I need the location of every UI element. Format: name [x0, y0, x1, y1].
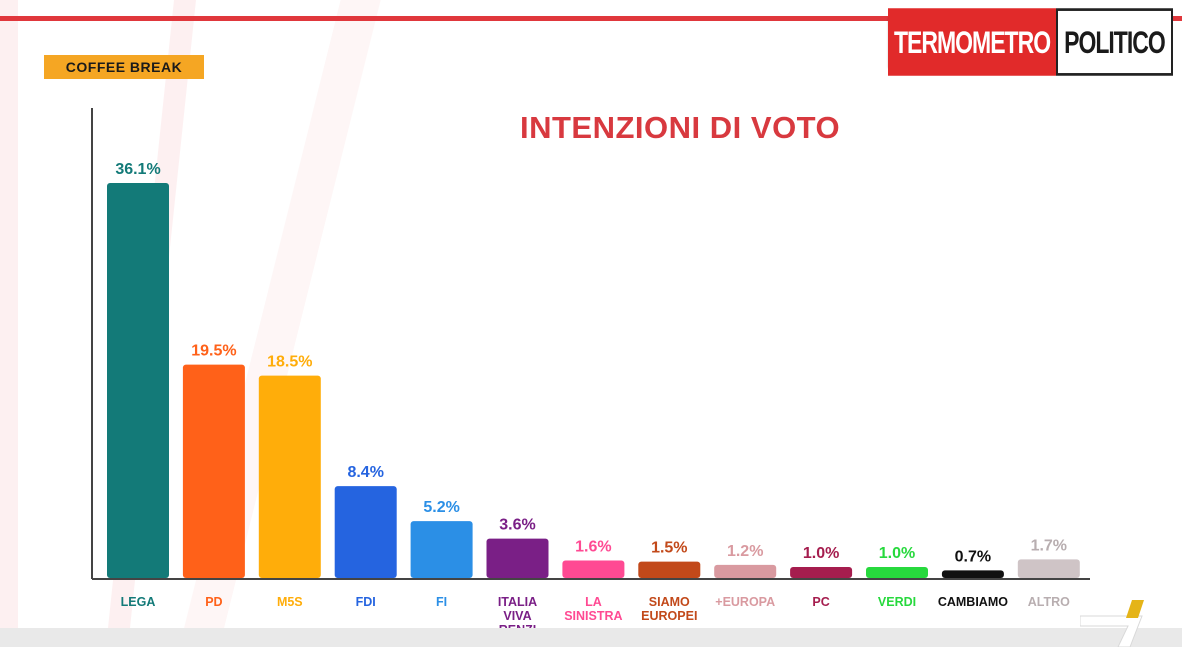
data-label: 1.6%	[575, 538, 611, 555]
data-label: 1.7%	[1031, 537, 1067, 554]
category-tick-label: FI	[436, 595, 447, 609]
data-label: 1.5%	[651, 540, 687, 557]
bar-pd	[182, 364, 245, 578]
category-tick-label: LA SINISTRA	[564, 595, 622, 623]
data-label: 3.6%	[499, 517, 535, 534]
bottom-strip	[0, 628, 1182, 647]
category-tick-label: ALTRO	[1028, 595, 1070, 609]
la7-logo-icon	[1080, 600, 1144, 647]
data-label: 1.0%	[803, 545, 839, 562]
bar-verdi	[866, 567, 928, 578]
category-tick-label: M5S	[277, 595, 303, 609]
chart-title: INTENZIONI DI VOTO	[520, 110, 841, 145]
bar-m5s	[258, 375, 321, 578]
bar-la-sinistra	[562, 560, 625, 578]
logo-right-text: POLITICO	[1056, 8, 1173, 76]
bar-pc	[790, 567, 853, 578]
bar-cambiamo	[941, 570, 1004, 578]
logo-left-text: TERMOMETRO	[888, 8, 1057, 76]
bar-altro	[1017, 559, 1080, 578]
bar-fdi	[334, 486, 397, 578]
bar-siamo-europei	[638, 561, 701, 578]
data-label: 18.5%	[267, 354, 312, 371]
category-tick-label: SIAMO EUROPEI	[641, 595, 697, 623]
category-tick-label: FDI	[356, 595, 376, 609]
category-tick-label: LEGA	[121, 595, 156, 609]
top-accent-line	[0, 16, 1182, 21]
data-label: 0.7%	[955, 548, 991, 565]
data-label: 36.1%	[115, 161, 160, 178]
bar-europa	[714, 564, 777, 578]
category-tick-label: PD	[205, 595, 222, 609]
category-tick-label: +EUROPA	[715, 595, 775, 609]
data-label: 1.0%	[879, 545, 915, 562]
bar-italia-viva-renzi	[486, 538, 549, 578]
coffee-break-badge: COFFEE BREAK	[44, 55, 204, 79]
bar-lega	[107, 183, 169, 578]
bar-fi	[410, 521, 473, 578]
category-tick-label: CAMBIAMO	[938, 595, 1008, 609]
category-tick-label: PC	[812, 595, 829, 609]
termometro-politico-logo: TERMOMETRO POLITICO	[888, 8, 1173, 76]
background-streak	[0, 0, 18, 647]
category-tick-label: VERDI	[878, 595, 916, 609]
data-label: 19.5%	[191, 343, 236, 360]
data-label: 8.4%	[347, 464, 383, 481]
data-label: 5.2%	[423, 499, 459, 516]
data-label: 1.2%	[727, 543, 763, 560]
